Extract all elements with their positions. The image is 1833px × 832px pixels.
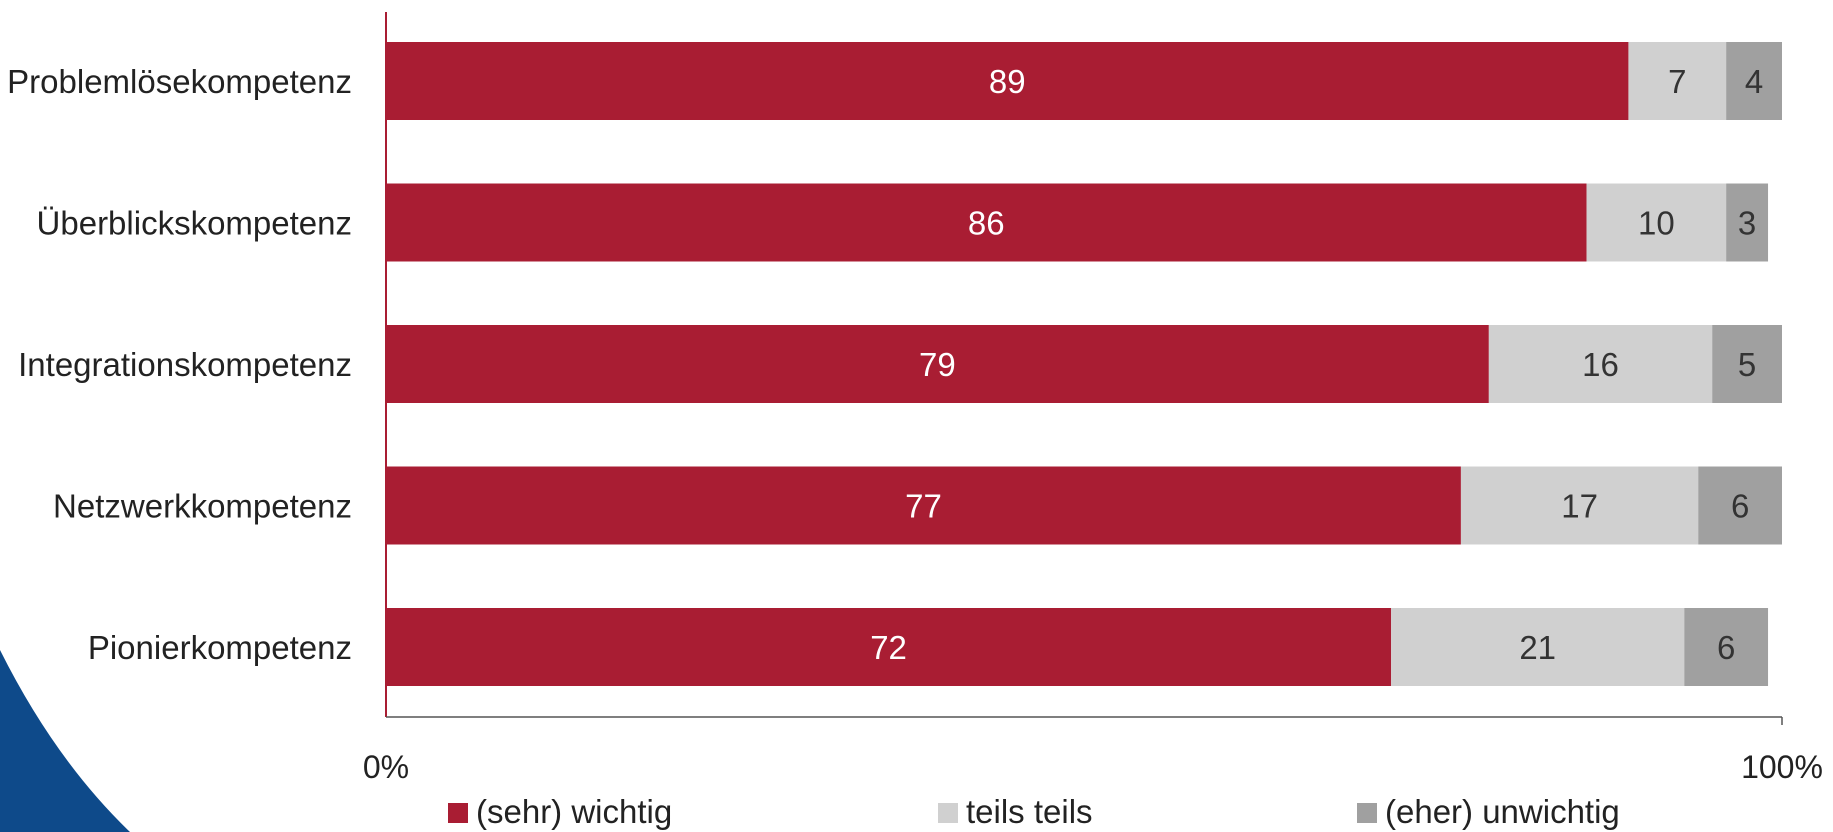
- category-label-integrationskompetenz: Integrationskompetenz: [18, 346, 352, 383]
- bar-ueberblickskompetenz-eher-unwichtig: [1726, 183, 1769, 262]
- data-label-integrationskompetenz-teils-teils: 16: [1582, 346, 1619, 383]
- axis-layer: 0% 100%: [363, 12, 1823, 785]
- data-label-pionierkompetenz-sehr-wichtig: 72: [870, 629, 907, 666]
- bar-problemloesekompetenz-teils-teils: [1628, 42, 1727, 120]
- corner-logo-shape: [0, 650, 130, 832]
- category-label-pionierkompetenz: Pionierkompetenz: [88, 629, 352, 666]
- bar-netzwerkkompetenz-teils-teils: [1460, 466, 1699, 545]
- bar-ueberblickskompetenz-sehr-wichtig: [386, 183, 1587, 262]
- legend-label-sehr-wichtig: (sehr) wichtig: [476, 793, 672, 830]
- bar-pionierkompetenz-teils-teils: [1391, 608, 1685, 686]
- bar-netzwerkkompetenz-sehr-wichtig: [386, 466, 1461, 545]
- data-label-ueberblickskompetenz-teils-teils: 10: [1638, 205, 1675, 242]
- data-label-netzwerkkompetenz-teils-teils: 17: [1561, 488, 1598, 525]
- data-label-ueberblickskompetenz-eher-unwichtig: 3: [1738, 205, 1756, 242]
- labels-layer: Problemlösekompetenz 89 7 4 Überblickskompet…: [7, 63, 1763, 666]
- data-label-integrationskompetenz-eher-unwichtig: 5: [1738, 346, 1756, 383]
- x-tick-label-zero: 0%: [363, 749, 409, 785]
- data-label-integrationskompetenz-sehr-wichtig: 79: [919, 346, 956, 383]
- bar-problemloesekompetenz-sehr-wichtig: [386, 42, 1629, 120]
- data-label-pionierkompetenz-eher-unwichtig: 6: [1717, 629, 1735, 666]
- data-label-ueberblickskompetenz-sehr-wichtig: 86: [968, 205, 1005, 242]
- data-label-problemloesekompetenz-teils-teils: 7: [1668, 63, 1686, 100]
- bars-layer: [386, 42, 1782, 686]
- category-label-netzwerkkompetenz: Netzwerkkompetenz: [53, 488, 352, 525]
- category-label-problemloesekompetenz: Problemlösekompetenz: [7, 63, 352, 100]
- legend-swatch-eher-unwichtig: [1357, 803, 1377, 823]
- data-label-netzwerkkompetenz-eher-unwichtig: 6: [1731, 488, 1749, 525]
- bar-netzwerkkompetenz-eher-unwichtig: [1698, 466, 1782, 545]
- bar-pionierkompetenz-eher-unwichtig: [1684, 608, 1769, 686]
- data-label-netzwerkkompetenz-sehr-wichtig: 77: [905, 488, 942, 525]
- legend-swatch-teils-teils: [938, 803, 958, 823]
- bar-integrationskompetenz-sehr-wichtig: [386, 325, 1489, 403]
- data-label-problemloesekompetenz-sehr-wichtig: 89: [989, 63, 1026, 100]
- legend: (sehr) wichtig teils teils (eher) unwichti…: [448, 793, 1620, 830]
- corner-decoration: [0, 650, 130, 832]
- legend-label-teils-teils: teils teils: [966, 793, 1093, 830]
- bar-integrationskompetenz-teils-teils: [1488, 325, 1713, 403]
- bar-ueberblickskompetenz-teils-teils: [1586, 183, 1727, 262]
- bar-integrationskompetenz-eher-unwichtig: [1712, 325, 1782, 403]
- data-label-problemloesekompetenz-eher-unwichtig: 4: [1745, 63, 1763, 100]
- legend-label-eher-unwichtig: (eher) unwichtig: [1385, 793, 1620, 830]
- category-label-ueberblickskompetenz: Überblickskompetenz: [37, 205, 352, 242]
- bar-pionierkompetenz-sehr-wichtig: [386, 608, 1392, 686]
- x-tick-label-hundred: 100%: [1741, 749, 1823, 785]
- data-label-pionierkompetenz-teils-teils: 21: [1519, 629, 1556, 666]
- legend-swatch-sehr-wichtig: [448, 803, 468, 823]
- bar-problemloesekompetenz-eher-unwichtig: [1726, 42, 1782, 120]
